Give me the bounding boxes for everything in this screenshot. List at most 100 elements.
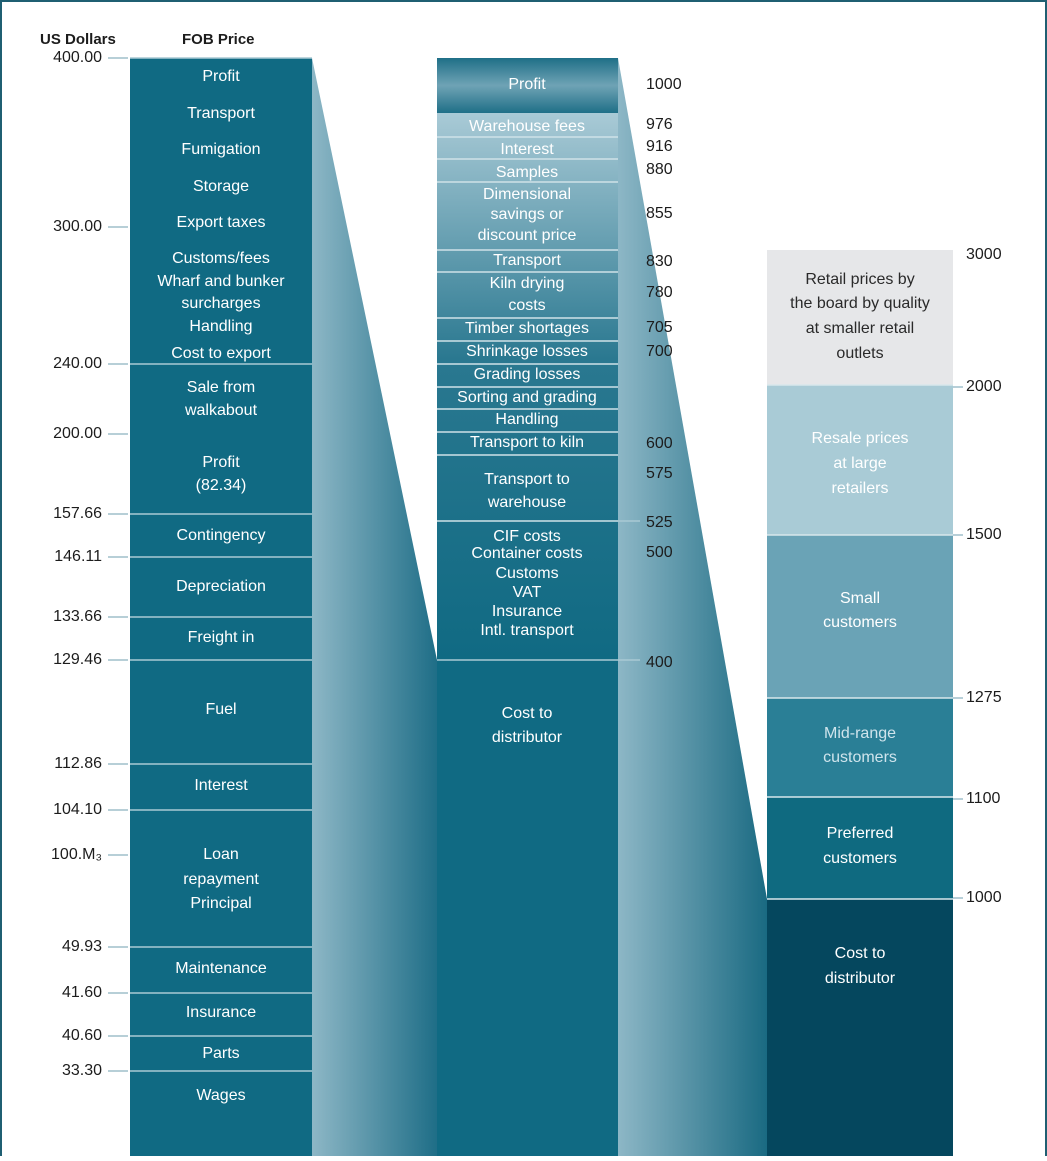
value-label: 1500 — [966, 526, 1002, 543]
segment-label: customers — [823, 614, 897, 631]
segment-label: Preferred — [827, 825, 894, 842]
segment-label: Cost to — [835, 945, 886, 962]
tick-label: 240.00 — [53, 355, 102, 372]
segment-label: Fumigation — [181, 141, 260, 158]
segment-label: Intl. transport — [480, 622, 574, 639]
segment-label: the board by quality — [790, 295, 930, 312]
segment-label: Timber shortages — [465, 320, 589, 337]
value-label: 500 — [646, 544, 673, 561]
segment-label: Container costs — [471, 545, 582, 562]
tick-label: 33.30 — [62, 1062, 102, 1079]
segment-label: Profit — [508, 76, 546, 93]
segment-label: Kiln drying — [490, 275, 565, 292]
segment-box — [767, 385, 953, 535]
segment-label: savings or — [491, 206, 565, 223]
segment-label: VAT — [513, 584, 542, 601]
segment-label: costs — [508, 297, 545, 314]
segment-label: Sorting and grading — [457, 389, 597, 406]
value-label: 3000 — [966, 246, 1002, 263]
segment-label: Insurance — [492, 603, 562, 620]
segment-label: surcharges — [181, 295, 260, 312]
segment-label: Resale prices — [812, 430, 909, 447]
segment-label: Insurance — [186, 1004, 256, 1021]
tick-label: 129.46 — [53, 651, 102, 668]
profit-box — [437, 58, 618, 113]
value-label: 700 — [646, 343, 673, 360]
segment-label: distributor — [492, 729, 563, 746]
segment-label: Warehouse fees — [469, 118, 585, 135]
segment-label: Customs — [495, 565, 558, 582]
segment-label: Profit — [202, 68, 240, 85]
value-label: 2000 — [966, 378, 1002, 395]
segment-label: Wharf and bunker — [157, 273, 285, 290]
tick-label: 112.86 — [54, 755, 102, 772]
funnel — [312, 58, 437, 1156]
segment-label: Samples — [496, 164, 558, 181]
tick-label: 100.M₃ — [51, 846, 102, 863]
segment-box — [767, 250, 953, 385]
segment-label: Handling — [189, 318, 252, 335]
segment-label: Transport — [493, 252, 561, 269]
cost-to-distributor-box — [437, 660, 618, 1158]
funnel — [618, 58, 767, 1156]
segment-box — [767, 797, 953, 899]
tick-label: 300.00 — [53, 218, 102, 235]
segment-label: customers — [823, 850, 897, 867]
segment-label: repayment — [183, 871, 259, 888]
segment-label: outlets — [836, 345, 883, 362]
segment-label: Wages — [196, 1087, 245, 1104]
segment-label: at large — [833, 455, 886, 472]
segment-label: Retail prices by — [805, 271, 914, 288]
tick-label: 157.66 — [53, 505, 102, 522]
header-price: FOB Price — [182, 31, 255, 48]
segment-label: Parts — [202, 1045, 239, 1062]
tick-label: 49.93 — [62, 938, 102, 955]
value-label: 916 — [646, 138, 673, 155]
segment-label: Shrinkage losses — [466, 343, 588, 360]
segment-label: (82.34) — [196, 477, 247, 494]
tick-label: 40.60 — [62, 1027, 102, 1044]
tick-label: 400.00 — [53, 49, 102, 66]
value-label: 830 — [646, 253, 673, 270]
segment-label: walkabout — [184, 402, 258, 419]
tick-label: 200.00 — [53, 425, 102, 442]
value-label: 780 — [646, 284, 673, 301]
value-label: 1000 — [646, 76, 682, 93]
segment-label: Sale from — [187, 379, 255, 396]
segment-label: Customs/fees — [172, 250, 270, 267]
segment-label: Transport — [187, 105, 255, 122]
value-label: 705 — [646, 319, 673, 336]
segment-label: Depreciation — [176, 578, 266, 595]
segment-label: Dimensional — [483, 186, 571, 203]
value-label: 575 — [646, 465, 673, 482]
tick-label: 104.10 — [53, 801, 102, 818]
segment-label: retailers — [832, 480, 889, 497]
segment-box — [767, 698, 953, 797]
value-label: 525 — [646, 514, 673, 531]
segment-label: warehouse — [487, 494, 566, 511]
segment-label: Grading losses — [474, 366, 581, 383]
segment-label: discount price — [478, 227, 577, 244]
segment-label: Freight in — [188, 629, 255, 646]
segment-label: customers — [823, 749, 897, 766]
value-label: 600 — [646, 435, 673, 452]
tick-label: 133.66 — [53, 608, 102, 625]
segment-label: Transport to kiln — [470, 434, 584, 451]
value-label: 976 — [646, 116, 673, 133]
segment-label: distributor — [825, 970, 896, 987]
segment-label: Storage — [193, 178, 249, 195]
segment-label: Transport to — [484, 471, 570, 488]
segment-label: Maintenance — [175, 960, 267, 977]
segment-box — [767, 899, 953, 1158]
segment-label: Loan — [203, 846, 239, 863]
value-label: 1000 — [966, 889, 1002, 906]
segment-label: Principal — [190, 895, 251, 912]
segment-label: Mid-range — [824, 725, 896, 742]
segment-label: at smaller retail — [806, 320, 914, 337]
segment-label: Contingency — [177, 527, 266, 544]
segment-label: Export taxes — [177, 214, 266, 231]
tick-label: 146.11 — [54, 548, 102, 565]
fob-column — [130, 58, 312, 1158]
value-label: 400 — [646, 654, 673, 671]
